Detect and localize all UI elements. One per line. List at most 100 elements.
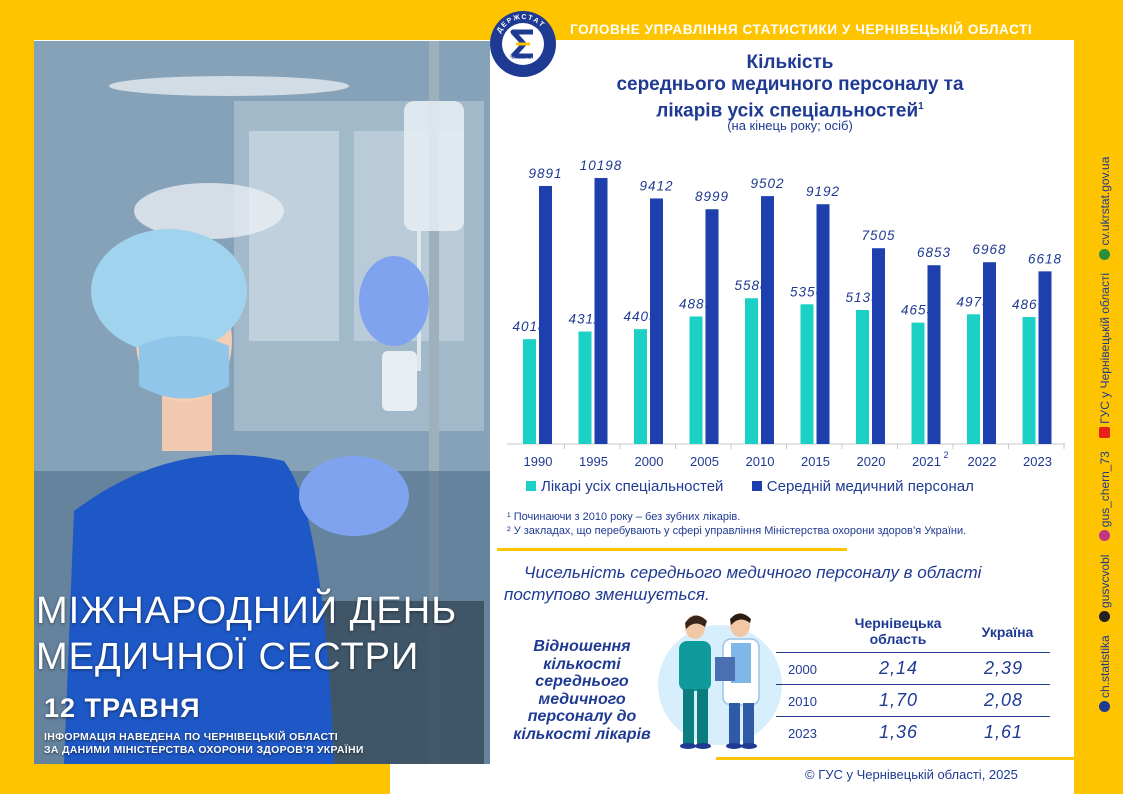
bar-nurses bbox=[594, 177, 608, 444]
bar-doctors bbox=[745, 298, 758, 444]
data-label-doctors: 5588 bbox=[734, 278, 768, 293]
bar-doctors bbox=[967, 314, 980, 444]
x-tick-label: 2020 bbox=[857, 454, 886, 469]
chart-title-line2: середнього медичного персоналу та bbox=[616, 74, 964, 95]
ratio-title: Відношення кількості середнього медичног… bbox=[497, 638, 667, 743]
bar-doctors bbox=[800, 304, 814, 444]
conclusion-text: Чисельність середнього медичного персона… bbox=[504, 562, 1064, 606]
facebook-icon bbox=[1099, 701, 1110, 712]
poster-title: МІЖНАРОДНИЙ ДЕНЬ МЕДИЧНОЇ СЕСТРИ bbox=[36, 588, 506, 680]
bar-doctors bbox=[523, 339, 536, 444]
data-label-doctors: 4889 bbox=[679, 296, 713, 311]
bar-nurses bbox=[650, 198, 663, 444]
x-tick-footnote-mark: 2 bbox=[944, 450, 949, 460]
derzhstat-logo: ДЕРЖСТАТ УКРАЇНИ bbox=[490, 11, 556, 77]
bar-doctors bbox=[578, 331, 592, 444]
x-tick-label: 2023 bbox=[1023, 454, 1052, 469]
x-tick-label: 2000 bbox=[635, 454, 664, 469]
table-row: 2000 2,14 2,39 bbox=[776, 652, 1050, 684]
data-label-nurses: 9502 bbox=[750, 176, 784, 191]
data-label-nurses: 6618 bbox=[1028, 251, 1062, 266]
table-row: 2010 1,70 2,08 bbox=[776, 684, 1050, 716]
section-divider bbox=[497, 548, 847, 551]
poster-title-line1: МІЖНАРОДНИЙ ДЕНЬ bbox=[36, 590, 458, 632]
nurse-photo bbox=[34, 41, 490, 764]
table-row: 2023 1,36 1,61 bbox=[776, 716, 1050, 748]
data-label-doctors: 4311 bbox=[568, 312, 601, 327]
poster-note-line1: ІНФОРМАЦІЯ НАВЕДЕНА ПО ЧЕРНІВЕЦЬКІЙ ОБЛА… bbox=[44, 731, 338, 743]
medical-staff-illustration bbox=[658, 613, 782, 749]
globe-icon bbox=[1099, 248, 1110, 260]
chart-title-footnote-mark: 1 bbox=[918, 101, 924, 112]
table-header-region-line2: область bbox=[869, 631, 927, 647]
x-link[interactable]: gusvcvobl bbox=[1098, 555, 1112, 622]
bar-nurses bbox=[705, 209, 719, 444]
instagram-icon bbox=[1099, 530, 1110, 542]
ratio-title-line: персоналу до bbox=[527, 708, 637, 725]
data-label-doctors: 4973 bbox=[956, 294, 990, 309]
website-link[interactable]: cv.ukrstat.gov.ua bbox=[1098, 157, 1112, 260]
x-icon bbox=[1099, 610, 1110, 622]
row-country-value: 2,08 bbox=[983, 690, 1024, 710]
data-label-doctors: 5135 bbox=[845, 290, 879, 305]
right-frame-band bbox=[1074, 0, 1123, 794]
conclusion-line1: Чисельність середнього медичного персона… bbox=[524, 563, 982, 582]
bar-chart: 4018 9891 1990 4311 10198 1995 4403 9412 2000 488… bbox=[507, 158, 1065, 469]
footnote-1: ¹ Починаючи з 2010 року – без зубних лік… bbox=[507, 511, 741, 523]
row-year: 2023 bbox=[788, 726, 817, 741]
chart-title-line1: Кількість bbox=[746, 52, 834, 73]
poster-note-line2: ЗА ДАНИМИ МІНІСТЕРСТВА ОХОРОНИ ЗДОРОВ'Я … bbox=[44, 744, 364, 756]
x-tick-label: 1995 bbox=[579, 454, 608, 469]
x-tick-label: 2022 bbox=[968, 454, 997, 469]
bar-nurses bbox=[983, 262, 996, 444]
ratio-title-line: медичного bbox=[538, 690, 626, 708]
row-country-value: 1,61 bbox=[983, 722, 1024, 742]
row-year: 2010 bbox=[788, 694, 817, 709]
chart-title-line3: лікарів усіх спеціальностей1 bbox=[656, 100, 924, 122]
data-label-nurses: 8999 bbox=[695, 189, 729, 204]
header-title: ГОЛОВНЕ УПРАВЛІННЯ СТАТИСТИКИ У ЧЕРНІВЕЦ… bbox=[570, 22, 1033, 37]
youtube-icon bbox=[1099, 426, 1110, 438]
x-tick-label: 1990 bbox=[524, 454, 553, 469]
legend-label-nurses: Середній медичний персонал bbox=[766, 478, 974, 495]
bar-doctors bbox=[911, 322, 925, 444]
youtube-link[interactable]: ГУС у Чернівецькій області bbox=[1098, 273, 1112, 438]
bar-nurses bbox=[872, 248, 885, 444]
bar-doctors bbox=[689, 316, 703, 444]
table-header-region-line1: Чернівецька bbox=[854, 615, 942, 631]
data-label-nurses: 6853 bbox=[917, 245, 951, 260]
x-tick-label: 2015 bbox=[801, 454, 830, 469]
top-frame-band bbox=[0, 0, 1123, 40]
bar-doctors bbox=[1022, 317, 1036, 444]
row-country-value: 2,39 bbox=[983, 658, 1024, 678]
ratio-title-line: кількості лікарів bbox=[513, 725, 651, 743]
instagram-link[interactable]: gus_chern_73 bbox=[1098, 451, 1112, 542]
facebook-link[interactable]: ch.statistika bbox=[1098, 635, 1112, 712]
x-tick-label: 2021 bbox=[912, 454, 941, 469]
row-region-value: 1,70 bbox=[878, 690, 919, 710]
data-label-nurses: 7505 bbox=[861, 228, 895, 243]
data-label-nurses: 10198 bbox=[580, 158, 623, 173]
ratio-title-line: Відношення bbox=[533, 638, 631, 655]
chart-legend: Лікарі усіх спеціальностей Середній меди… bbox=[526, 478, 974, 495]
bar-doctors bbox=[634, 329, 647, 444]
bottom-frame-band bbox=[0, 764, 390, 794]
data-label-doctors: 4867 bbox=[1012, 297, 1046, 312]
conclusion-line2: поступово зменшується. bbox=[504, 585, 710, 604]
data-label-doctors: 4403 bbox=[623, 309, 657, 324]
chart-title: Кількість середнього медичного персоналу… bbox=[540, 52, 1040, 122]
row-region-value: 1,36 bbox=[878, 722, 919, 742]
poster-date: 12 ТРАВНЯ bbox=[44, 693, 201, 723]
ratio-title-line: кількості bbox=[543, 655, 621, 673]
bar-nurses bbox=[927, 265, 941, 444]
footer-divider bbox=[716, 757, 1074, 760]
x-tick-label: 2010 bbox=[746, 454, 775, 469]
row-year: 2000 bbox=[788, 662, 817, 677]
legend-label-doctors: Лікарі усіх спеціальностей bbox=[541, 478, 724, 495]
data-label-doctors: 4653 bbox=[901, 303, 935, 318]
bar-nurses bbox=[816, 204, 830, 444]
bar-nurses bbox=[539, 185, 552, 444]
data-label-nurses: 9412 bbox=[639, 178, 673, 193]
data-label-nurses: 9192 bbox=[806, 184, 840, 199]
poster-title-line2: МЕДИЧНОЇ СЕСТРИ bbox=[36, 636, 420, 678]
